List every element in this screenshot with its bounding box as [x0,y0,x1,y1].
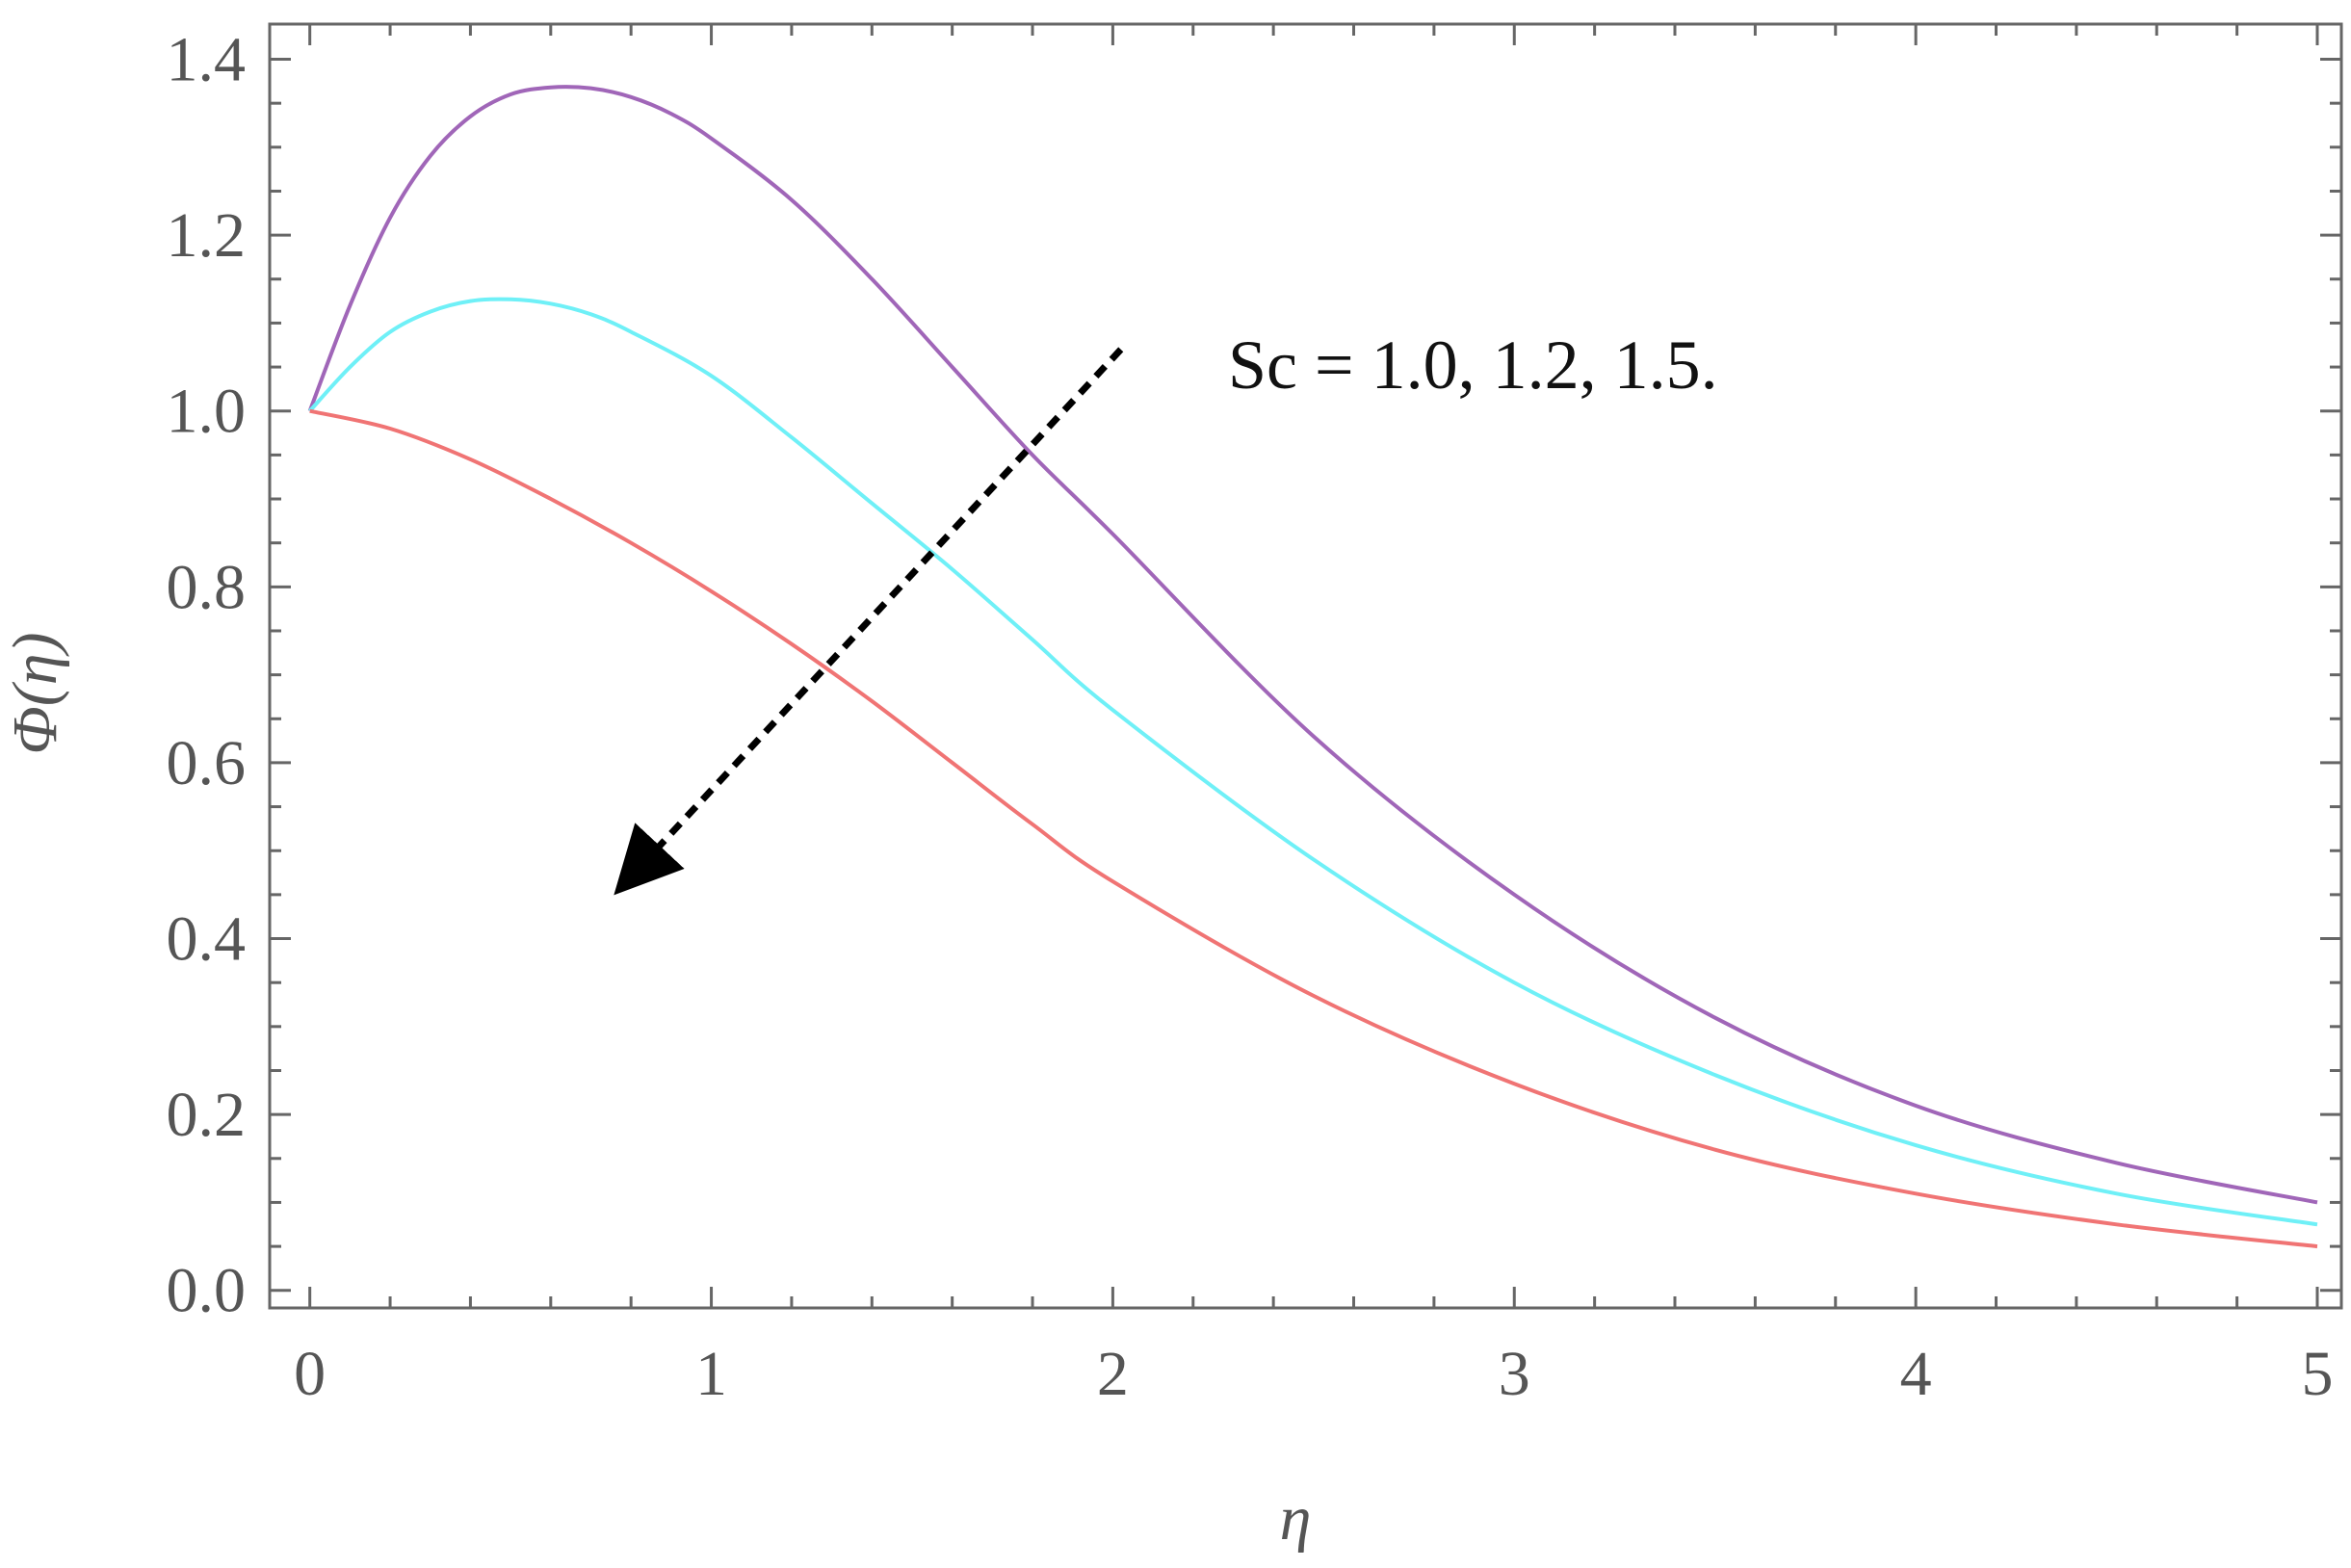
annotations: Sc = 1.0, 1.2, 1.5. [614,327,1718,896]
y-tick-label: 1.0 [167,377,247,447]
series-line-2 [308,297,2318,1227]
x-tick-label: 4 [1900,1339,1932,1409]
y-tick-label: 1.4 [167,25,247,95]
y-axis-label: Φ(η) [0,633,70,755]
y-tick-label: 0.8 [167,552,247,622]
x-tick-label: 0 [294,1339,326,1409]
plot-frame [268,22,2343,1310]
y-tick-label: 0.6 [167,728,247,798]
x-tick-label: 2 [1097,1339,1129,1409]
axes: 0 1 2 3 4 5 0.0 0.2 0.4 0.6 0.8 1.0 1.2 1.4 [167,22,2343,1409]
y-tick-label: 1.2 [167,200,247,271]
series-group [307,85,2318,1249]
annotation-text: Sc = 1.0, 1.2, 1.5. [1228,327,1718,404]
y-tick-label: 0.4 [167,904,247,975]
y-tick-label: 0.0 [167,1256,247,1326]
y-tick-label: 0.2 [167,1080,247,1150]
x-tick-label: 5 [2301,1339,2333,1409]
x-tick-label: 3 [1499,1339,1530,1409]
series-line-1 [307,85,2318,1205]
x-axis-label: η [1280,1483,1312,1554]
x-tick-label: 1 [695,1339,727,1409]
series-line-3 [309,408,2318,1249]
